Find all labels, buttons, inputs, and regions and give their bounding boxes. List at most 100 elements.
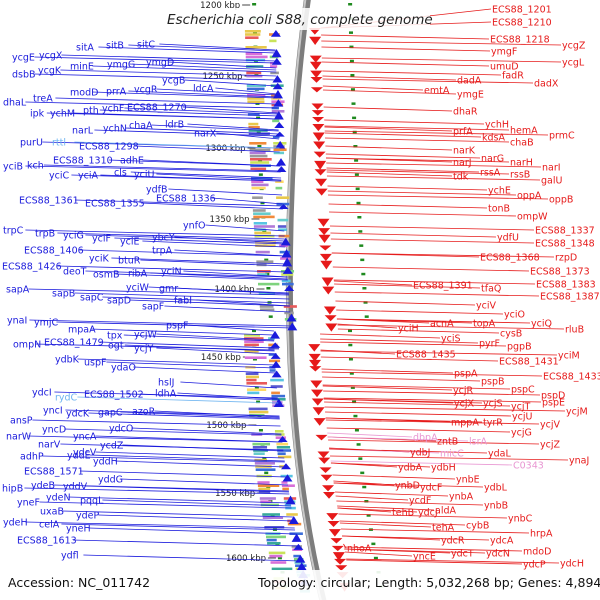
- gene-label-forward[interactable]: ydbH: [431, 463, 456, 474]
- gene-label-reverse[interactable]: uspF: [84, 358, 106, 369]
- gene-label-reverse[interactable]: ychF: [102, 104, 124, 115]
- gene-label-forward[interactable]: yciM: [558, 351, 580, 362]
- gene-label-reverse[interactable]: gmr: [159, 284, 178, 295]
- gene-label-forward[interactable]: pyrF: [479, 339, 500, 350]
- gene-label-reverse[interactable]: yddV: [63, 482, 88, 493]
- gene-label-forward[interactable]: ydcT: [451, 549, 474, 560]
- gene-label-reverse[interactable]: yciU: [134, 170, 154, 181]
- gene-label-forward[interactable]: ynbB: [484, 501, 508, 512]
- gene-label-forward[interactable]: tdk: [453, 172, 469, 183]
- gene-label-forward[interactable]: tehA: [432, 523, 455, 534]
- gene-label-forward[interactable]: yncE: [413, 552, 436, 563]
- gene-label-reverse[interactable]: rydC: [55, 393, 78, 404]
- gene-label-forward[interactable]: ycjR: [453, 386, 473, 397]
- gene-label-reverse[interactable]: yneF: [17, 498, 40, 509]
- gene-label-reverse[interactable]: ECS88_1479: [44, 338, 104, 349]
- gene-label-forward[interactable]: ycjG: [511, 428, 532, 439]
- gene-label-forward[interactable]: narG: [481, 154, 504, 165]
- gene-label-forward[interactable]: ynbA: [449, 492, 474, 503]
- gene-label-reverse[interactable]: sapC: [80, 293, 104, 304]
- gene-label-reverse[interactable]: ribA: [128, 269, 148, 280]
- gene-label-forward[interactable]: yciH: [398, 324, 419, 335]
- gene-label-reverse[interactable]: ECS88_1355: [85, 199, 145, 210]
- gene-label-forward[interactable]: ydbL: [484, 483, 508, 494]
- gene-label-reverse[interactable]: narV: [38, 440, 61, 451]
- gene-label-forward[interactable]: narJ: [453, 158, 472, 169]
- gene-label-reverse[interactable]: ynfO: [183, 221, 205, 232]
- gene-label-reverse[interactable]: yncI: [43, 406, 63, 417]
- gene-label-forward[interactable]: cybB: [466, 521, 489, 532]
- gene-label-forward[interactable]: ECS88_1210: [492, 18, 552, 29]
- gene-label-forward[interactable]: ECS88_1368: [480, 253, 540, 264]
- gene-label-forward[interactable]: ycjM: [566, 407, 588, 418]
- gene-label-forward[interactable]: rssB: [510, 170, 530, 181]
- gene-label-forward[interactable]: prfA: [453, 127, 473, 138]
- gene-label-forward[interactable]: aldA: [435, 506, 456, 517]
- gene-label-reverse[interactable]: ymgD: [146, 58, 174, 69]
- gene-label-forward[interactable]: mdoD: [523, 547, 551, 558]
- gene-label-reverse[interactable]: ydcK: [66, 409, 90, 420]
- gene-label-reverse[interactable]: ychM: [50, 109, 75, 120]
- gene-label-reverse[interactable]: btuR: [118, 256, 141, 267]
- gene-label-reverse[interactable]: ydbK: [55, 355, 80, 366]
- gene-label-forward[interactable]: ydbJ: [410, 448, 430, 459]
- gene-label-reverse[interactable]: pspF: [166, 321, 188, 332]
- gene-label-forward[interactable]: mppA: [451, 418, 479, 429]
- gene-label-reverse[interactable]: pqqL: [80, 496, 104, 507]
- gene-label-forward[interactable]: ycdF: [409, 496, 431, 507]
- gene-label-reverse[interactable]: ECS88_1361: [19, 196, 79, 207]
- gene-label-reverse[interactable]: uxaB: [40, 507, 64, 518]
- gene-label-forward[interactable]: ECS88_1348: [535, 239, 595, 250]
- gene-label-reverse[interactable]: adhP: [20, 452, 44, 463]
- gene-label-reverse[interactable]: ECS88_1406: [24, 246, 84, 257]
- gene-label-reverse[interactable]: vcgR: [134, 85, 158, 96]
- gene-label-forward[interactable]: fadR: [502, 71, 524, 82]
- gene-label-forward[interactable]: acnA: [430, 319, 454, 330]
- gene-label-reverse[interactable]: ECS88_1502: [84, 390, 144, 401]
- gene-label-reverse[interactable]: deoT: [63, 267, 87, 278]
- gene-label-reverse[interactable]: ECS88_1298: [79, 142, 139, 153]
- gene-label-reverse[interactable]: yciG: [63, 231, 84, 242]
- gene-label-forward[interactable]: ydfU: [497, 233, 519, 244]
- gene-label-reverse[interactable]: ycjW: [134, 330, 157, 341]
- gene-label-reverse[interactable]: ldcA: [193, 84, 214, 95]
- gene-label-forward[interactable]: ydcR: [441, 536, 465, 547]
- gene-label-reverse[interactable]: prrA: [106, 87, 127, 98]
- gene-label-reverse[interactable]: fabI: [174, 296, 192, 307]
- gene-label-forward[interactable]: ycgL: [562, 58, 585, 69]
- gene-label-reverse[interactable]: ECS88_1613: [17, 536, 77, 547]
- gene-label-forward[interactable]: ydaL: [488, 449, 511, 460]
- gene-label-reverse[interactable]: ydfB: [146, 185, 168, 196]
- gene-label-reverse[interactable]: yciA: [78, 171, 98, 182]
- gene-label-reverse[interactable]: ycgX: [39, 51, 63, 62]
- gene-label-reverse[interactable]: yciN: [161, 267, 182, 278]
- gene-label-reverse[interactable]: hipB: [2, 484, 23, 495]
- gene-label-reverse[interactable]: ydeP: [76, 511, 99, 522]
- gene-label-forward[interactable]: umuD: [490, 62, 519, 73]
- gene-label-reverse[interactable]: sapA: [6, 285, 30, 296]
- gene-label-reverse[interactable]: narL: [72, 126, 94, 137]
- gene-label-forward[interactable]: ydcA: [490, 536, 514, 547]
- gene-label-reverse[interactable]: ydcI: [32, 388, 52, 399]
- gene-label-forward[interactable]: pspE: [542, 398, 565, 409]
- gene-label-reverse[interactable]: trpA: [152, 246, 173, 257]
- gene-label-reverse[interactable]: ymjC: [34, 318, 59, 329]
- gene-label-reverse[interactable]: trpB: [35, 229, 55, 240]
- gene-label-reverse[interactable]: rttl: [52, 138, 66, 149]
- gene-label-reverse[interactable]: ECS88_1310: [53, 156, 113, 167]
- gene-label-reverse[interactable]: ycjY: [134, 344, 153, 355]
- gene-label-forward[interactable]: C0343: [513, 461, 544, 472]
- gene-label-reverse[interactable]: hslJ: [158, 378, 174, 389]
- gene-label-forward[interactable]: oppB: [549, 195, 573, 206]
- gene-label-forward[interactable]: tfaQ: [481, 284, 501, 295]
- gene-label-forward[interactable]: ychE: [488, 186, 511, 197]
- gene-label-reverse[interactable]: ydcO: [109, 424, 133, 435]
- gene-label-forward[interactable]: rssA: [480, 168, 501, 179]
- gene-label-forward[interactable]: ECS88_1218: [490, 35, 550, 46]
- gene-label-reverse[interactable]: ybcY: [152, 233, 175, 244]
- gene-label-forward[interactable]: emtA: [424, 86, 450, 97]
- gene-label-forward[interactable]: ompW: [517, 212, 548, 223]
- gene-label-reverse[interactable]: dsbB: [12, 70, 36, 81]
- gene-label-forward[interactable]: ydcN: [486, 549, 510, 560]
- gene-label-reverse[interactable]: sitB: [106, 41, 124, 52]
